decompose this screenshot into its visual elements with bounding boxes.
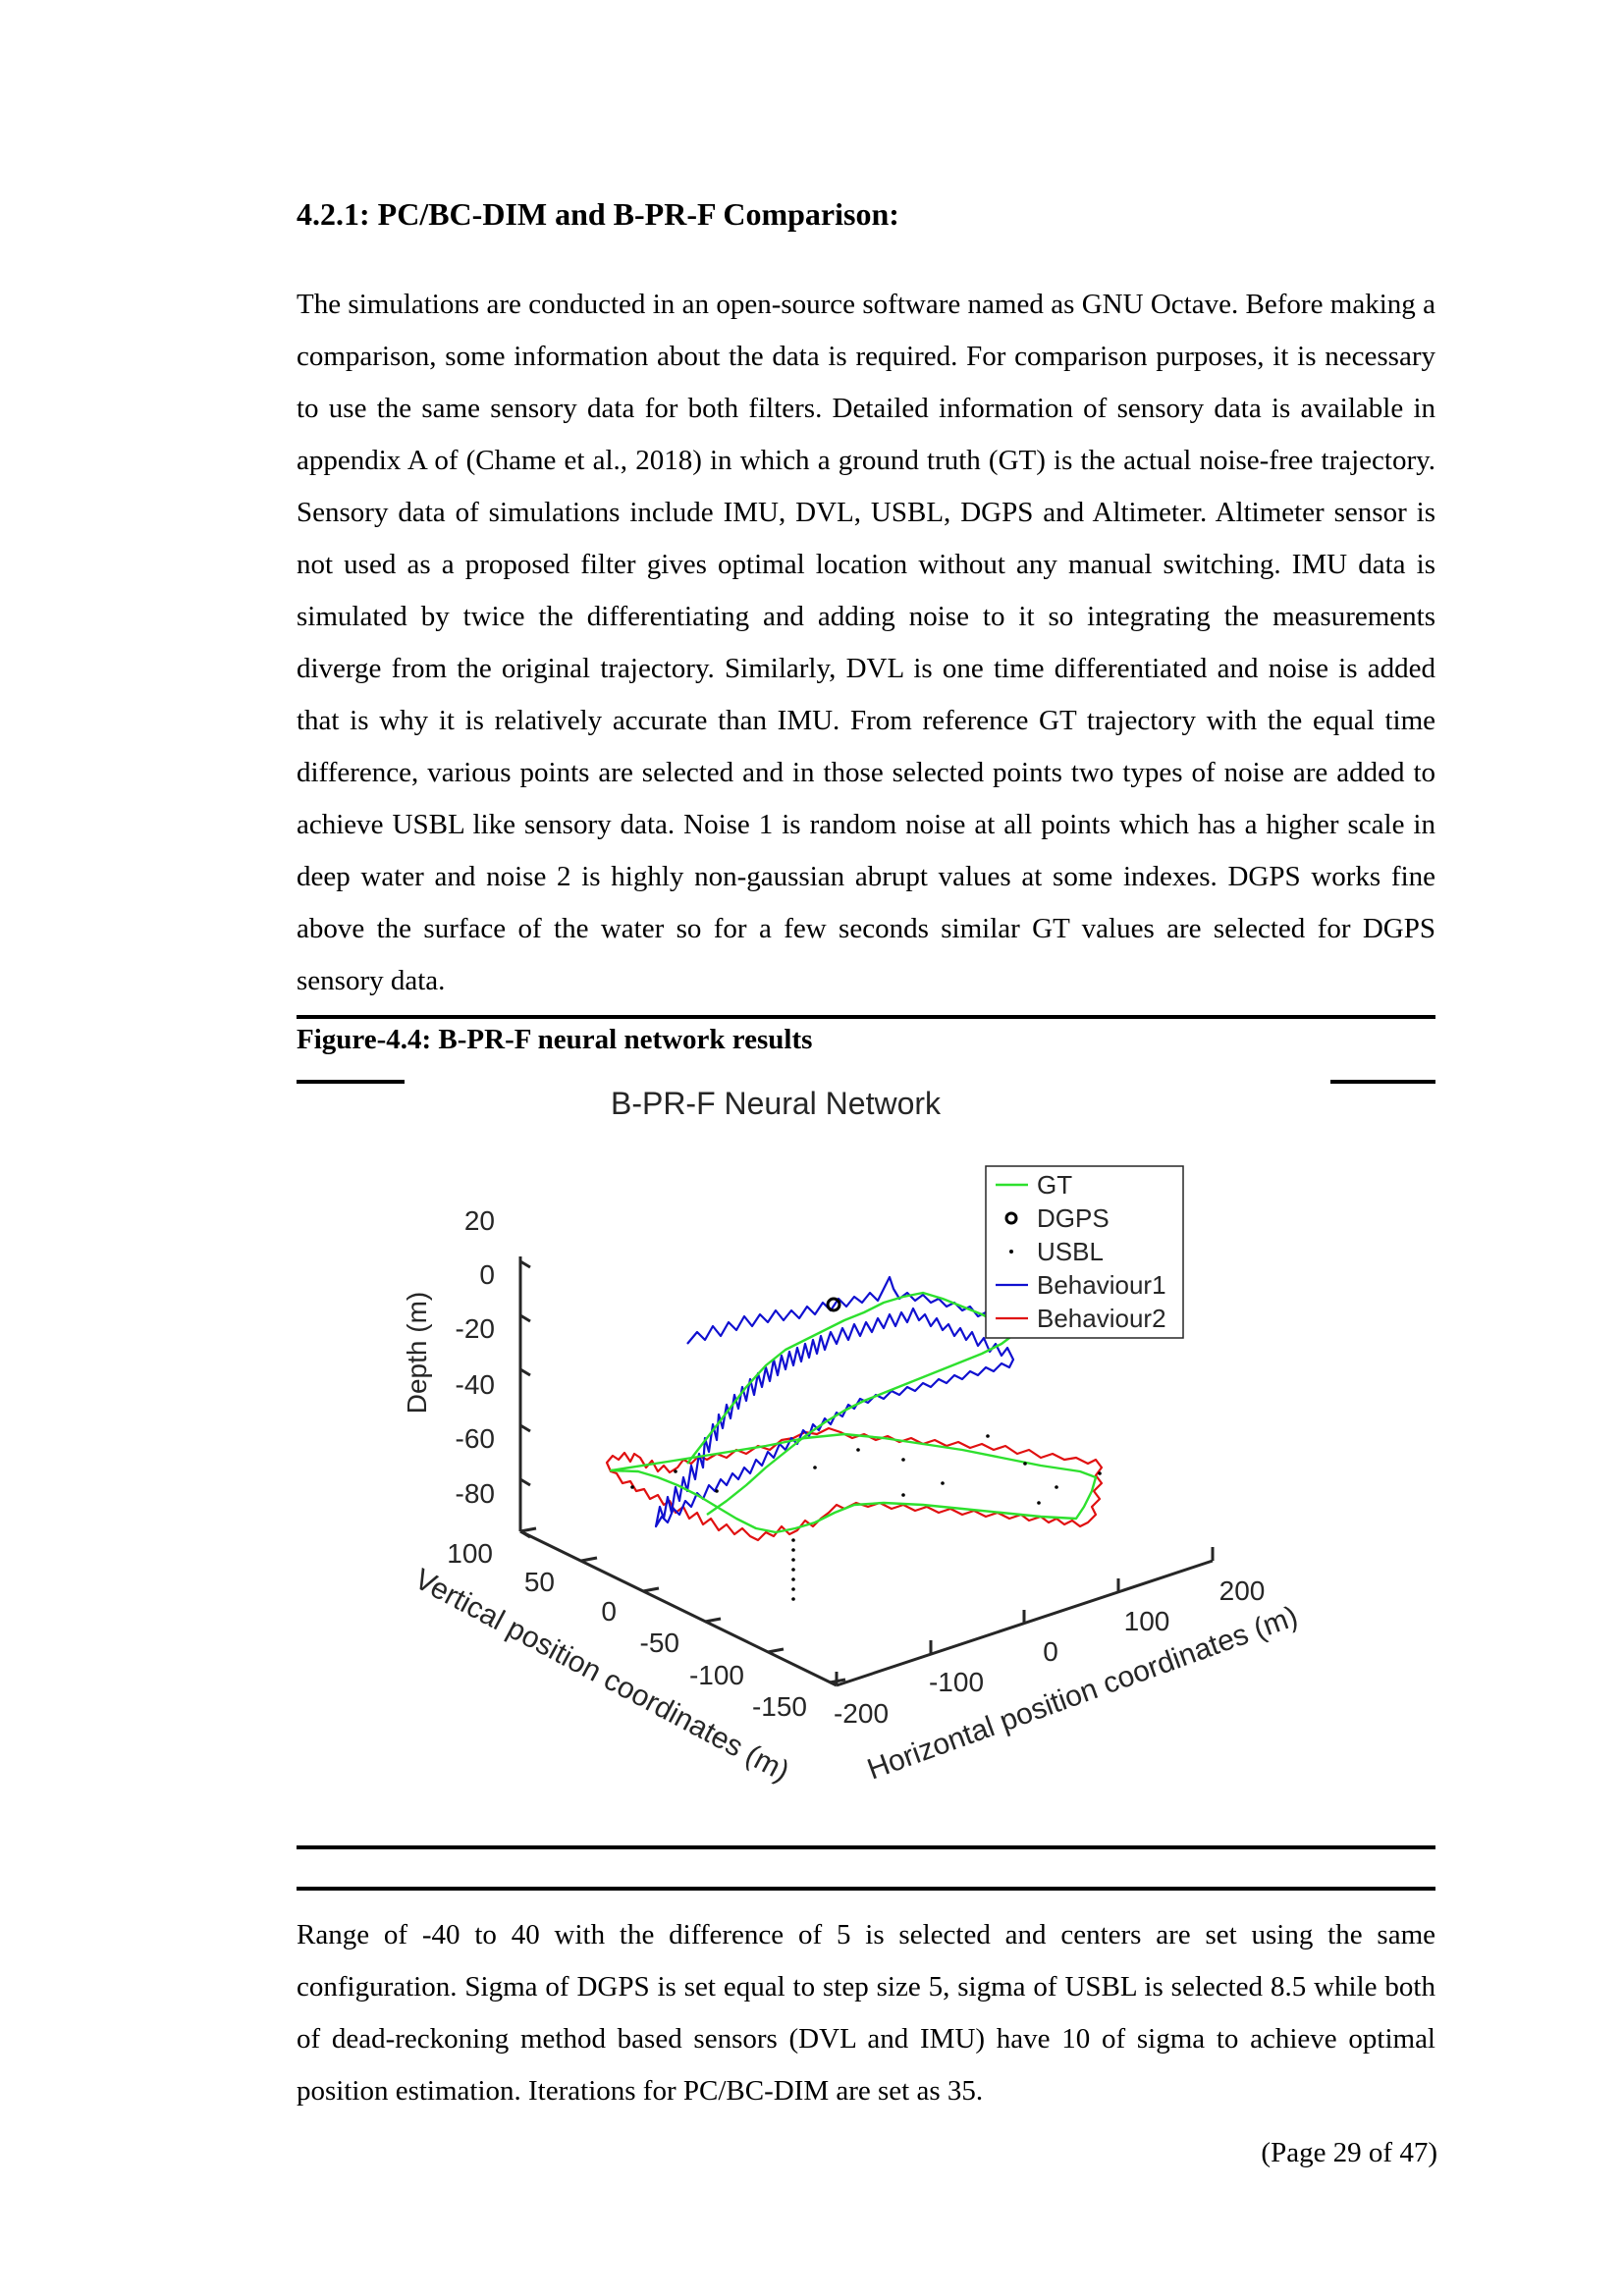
usbl-point-12 (1023, 1462, 1027, 1466)
x-tick-label-1: -200 (834, 1698, 889, 1729)
usbl-point-11 (986, 1434, 990, 1438)
y-tick-4 (704, 1617, 722, 1624)
legend-gt-label: GT (1037, 1170, 1072, 1200)
series-gt (609, 1432, 1098, 1534)
series-behaviour2 (605, 1426, 1104, 1542)
usbl-point-20 (1098, 1471, 1102, 1475)
body-paragraph-2: Range of -40 to 40 with the difference o… (297, 1919, 1435, 2107)
chart-title: B-PR-F Neural Network (611, 1086, 942, 1121)
legend-dgps-swatch (1004, 1211, 1018, 1225)
usbl-point-19 (630, 1485, 634, 1489)
legend-box (985, 1165, 1184, 1339)
legend-behaviour1-label: Behaviour1 (1037, 1270, 1166, 1300)
y-tick-label-3: 0 (601, 1596, 617, 1627)
series-behaviour1-upper (686, 1275, 1018, 1345)
usbl-point-4 (791, 1568, 795, 1572)
z-tick-4 (519, 1423, 531, 1433)
figure-caption: Figure-4.4: B-PR-F neural network result… (297, 1024, 813, 1055)
y-tick-label-5: -100 (689, 1660, 744, 1690)
legend-usbl-label: USBL (1037, 1237, 1104, 1266)
x-tick-label-5: 200 (1219, 1575, 1266, 1606)
series-behaviour1 (654, 1307, 1015, 1528)
chart-legend: GT DGPS USBL Behaviour1 Behaviour2 (985, 1165, 1184, 1339)
usbl-point-10 (901, 1458, 905, 1462)
usbl-point-3 (791, 1577, 795, 1581)
z-tick-label-4: -40 (456, 1369, 495, 1400)
y-tick-1 (519, 1526, 537, 1533)
legend-usbl-swatch (1009, 1250, 1013, 1254)
usbl-point-14 (1037, 1501, 1041, 1505)
z-tick-2 (519, 1313, 531, 1323)
z-tick-1 (519, 1259, 531, 1269)
z-tick-label-6: -80 (456, 1478, 495, 1509)
body-paragraph-1: The simulations are conducted in an open… (297, 289, 1435, 996)
y-axis-line (519, 1529, 838, 1687)
series-dgps (826, 1297, 841, 1312)
usbl-point-13 (1055, 1485, 1058, 1489)
legend-dgps-label: DGPS (1037, 1203, 1110, 1233)
x-tick-label-2: -100 (929, 1667, 984, 1697)
z-tick-label-3: -20 (456, 1313, 495, 1344)
y-tick-label-6: -150 (752, 1691, 807, 1722)
z-axis-label: Depth (m) (402, 1292, 432, 1414)
usbl-point-9 (856, 1448, 860, 1452)
usbl-point-1 (791, 1597, 795, 1601)
y-tick-label-1: 100 (447, 1538, 493, 1569)
x-tick-label-3: 0 (1043, 1636, 1058, 1667)
caption-bottom-rule-right (1330, 1080, 1435, 1084)
x-tick-label-4: 100 (1124, 1606, 1170, 1636)
z-tick-label-2: 0 (479, 1259, 495, 1290)
usbl-point-18 (674, 1469, 677, 1473)
figure-bottom-rule (297, 1845, 1435, 1849)
usbl-point-17 (715, 1489, 719, 1493)
usbl-point-5 (791, 1558, 795, 1562)
figure-bottom-rule-2 (297, 1887, 1435, 1891)
figure-top-rule (297, 1015, 1435, 1019)
page-footer: (Page 29 of 47) (1261, 2137, 1437, 2168)
y-tick-label-2: 50 (524, 1567, 555, 1597)
chart-figure: B-PR-F Neural Network 20 0 -20 -40 -60 -… (402, 1086, 1302, 1789)
caption-bottom-rule (297, 1080, 405, 1084)
y-tick-5 (767, 1647, 785, 1654)
y-tick-2 (580, 1556, 598, 1563)
legend-behaviour2-label: Behaviour2 (1037, 1304, 1166, 1333)
usbl-point-16 (901, 1493, 905, 1497)
y-tick-3 (642, 1586, 660, 1593)
usbl-point-15 (941, 1481, 945, 1485)
section-heading: 4.2.1: PC/BC-DIM and B-PR-F Comparison: (297, 196, 899, 232)
usbl-point-2 (791, 1587, 795, 1591)
usbl-point-6 (791, 1548, 795, 1552)
y-tick-label-4: -50 (640, 1628, 679, 1658)
usbl-point-8 (813, 1466, 817, 1469)
z-tick-3 (519, 1367, 531, 1377)
z-tick-label-1: 20 (464, 1205, 495, 1236)
z-tick-5 (519, 1477, 531, 1487)
z-tick-label-5: -60 (456, 1423, 495, 1454)
series-usbl (630, 1434, 1102, 1601)
usbl-point-7 (791, 1538, 795, 1542)
